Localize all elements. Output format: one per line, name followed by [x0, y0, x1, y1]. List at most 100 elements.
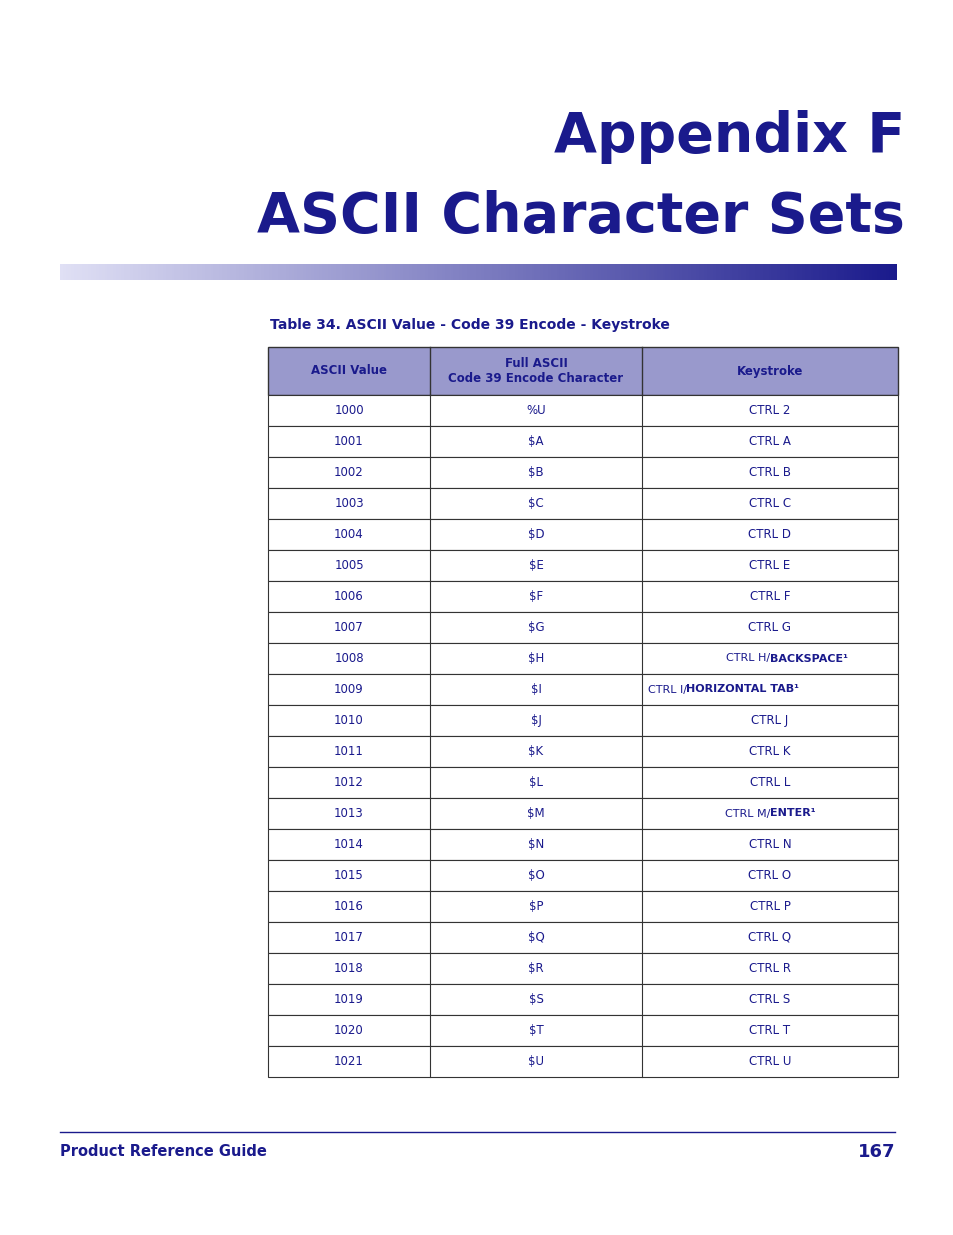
Text: 1018: 1018: [334, 962, 363, 974]
Bar: [308, 264, 311, 280]
Text: CTRL F: CTRL F: [749, 590, 789, 603]
Bar: [738, 264, 740, 280]
Bar: [302, 264, 305, 280]
Bar: [584, 264, 587, 280]
Text: CTRL B: CTRL B: [748, 466, 790, 479]
Bar: [578, 264, 581, 280]
Bar: [723, 264, 726, 280]
Bar: [525, 264, 528, 280]
Bar: [416, 264, 419, 280]
Text: 1017: 1017: [334, 931, 363, 944]
Bar: [628, 264, 631, 280]
Text: $P: $P: [528, 900, 542, 913]
Text: $L: $L: [529, 776, 542, 789]
Bar: [138, 264, 141, 280]
Bar: [506, 264, 509, 280]
Bar: [712, 264, 715, 280]
Bar: [751, 264, 754, 280]
Text: ASCII Value: ASCII Value: [311, 364, 387, 378]
Bar: [386, 264, 389, 280]
Bar: [860, 264, 862, 280]
Bar: [88, 264, 91, 280]
Text: $B: $B: [528, 466, 543, 479]
Text: CTRL L: CTRL L: [749, 776, 789, 789]
Bar: [250, 264, 253, 280]
Bar: [76, 264, 79, 280]
Bar: [358, 264, 361, 280]
Bar: [319, 264, 322, 280]
Bar: [322, 264, 325, 280]
Bar: [757, 264, 760, 280]
Bar: [537, 264, 539, 280]
Bar: [754, 264, 757, 280]
Text: $T: $T: [528, 1024, 543, 1037]
Bar: [684, 264, 687, 280]
Bar: [335, 264, 338, 280]
Bar: [890, 264, 893, 280]
Bar: [592, 264, 595, 280]
Bar: [570, 264, 573, 280]
Bar: [784, 264, 787, 280]
Text: CTRL E: CTRL E: [749, 559, 790, 572]
Bar: [91, 264, 93, 280]
Bar: [703, 264, 706, 280]
Bar: [389, 264, 392, 280]
Text: $O: $O: [527, 869, 544, 882]
Bar: [60, 264, 63, 280]
Text: 1002: 1002: [334, 466, 363, 479]
Bar: [314, 264, 316, 280]
Bar: [180, 264, 183, 280]
Bar: [726, 264, 729, 280]
Bar: [69, 264, 71, 280]
Bar: [431, 264, 434, 280]
Text: CTRL R: CTRL R: [748, 962, 790, 974]
Bar: [612, 264, 615, 280]
Bar: [222, 264, 224, 280]
Bar: [517, 264, 519, 280]
Bar: [268, 798, 897, 829]
Bar: [224, 264, 227, 280]
Bar: [328, 264, 331, 280]
Bar: [244, 264, 247, 280]
Bar: [486, 264, 489, 280]
Text: $K: $K: [528, 745, 543, 758]
Text: 1007: 1007: [334, 621, 363, 634]
Bar: [444, 264, 447, 280]
Bar: [196, 264, 199, 280]
Bar: [851, 264, 854, 280]
Bar: [509, 264, 512, 280]
Text: $C: $C: [528, 496, 543, 510]
Text: 1012: 1012: [334, 776, 363, 789]
Bar: [392, 264, 395, 280]
Bar: [810, 264, 813, 280]
Bar: [124, 264, 127, 280]
Text: CTRL G: CTRL G: [748, 621, 791, 634]
Bar: [681, 264, 684, 280]
Bar: [885, 264, 887, 280]
Bar: [519, 264, 522, 280]
Bar: [205, 264, 208, 280]
Bar: [654, 264, 657, 280]
Text: HORIZONTAL TAB¹: HORIZONTAL TAB¹: [685, 684, 799, 694]
Bar: [489, 264, 492, 280]
Bar: [659, 264, 662, 280]
Bar: [121, 264, 124, 280]
Bar: [112, 264, 115, 280]
Text: CTRL I/: CTRL I/: [647, 684, 686, 694]
Text: %U: %U: [526, 404, 545, 417]
Text: ENTER¹: ENTER¹: [769, 809, 815, 819]
Text: $R: $R: [528, 962, 543, 974]
Text: 1004: 1004: [334, 529, 363, 541]
Bar: [422, 264, 425, 280]
Bar: [79, 264, 82, 280]
Bar: [880, 264, 882, 280]
Text: CTRL C: CTRL C: [748, 496, 790, 510]
Bar: [745, 264, 748, 280]
Bar: [115, 264, 118, 280]
Bar: [160, 264, 163, 280]
Bar: [347, 264, 350, 280]
Bar: [268, 457, 897, 488]
Bar: [564, 264, 567, 280]
Bar: [456, 264, 458, 280]
Bar: [177, 264, 180, 280]
